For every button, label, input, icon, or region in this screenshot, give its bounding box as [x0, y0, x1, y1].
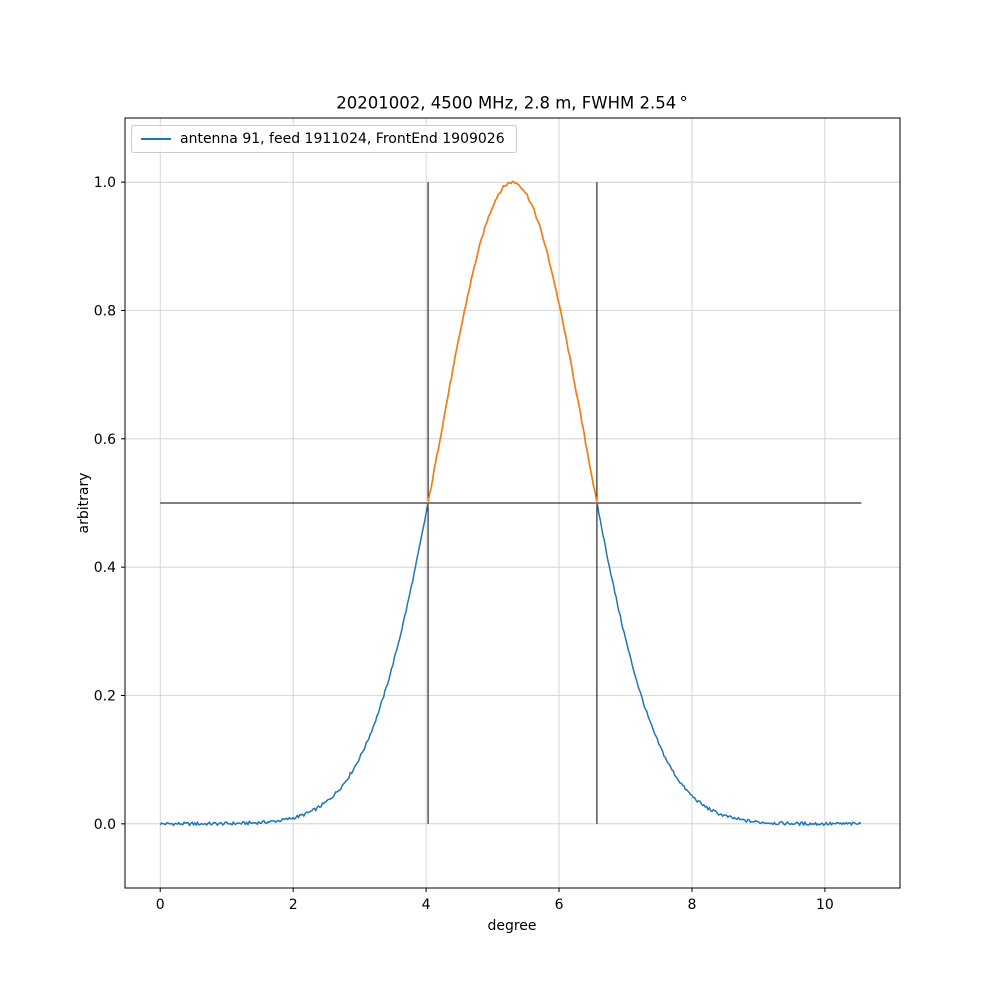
x-tick-label: 0	[156, 897, 165, 913]
x-axis-label: degree	[487, 918, 537, 934]
y-tick-label: 0.8	[94, 304, 116, 320]
x-tick-label: 10	[816, 897, 834, 913]
x-tick-label: 8	[687, 897, 696, 913]
legend-line-swatch	[141, 138, 171, 140]
y-tick-label: 0.0	[94, 817, 116, 833]
y-axis-label: arbitrary	[76, 472, 92, 534]
y-tick-label: 0.4	[94, 560, 116, 576]
x-tick-label: 4	[422, 897, 431, 913]
axes-spines	[124, 117, 901, 889]
y-tick-label: 0.2	[94, 689, 116, 705]
legend-label: antenna 91, feed 1911024, FrontEnd 19090…	[180, 131, 505, 147]
beam-curve-above-half-power	[427, 180, 598, 504]
chart-title: 20201002, 4500 MHz, 2.8 m, FWHM 2.54 °	[336, 93, 688, 113]
x-tick-label: 2	[289, 897, 298, 913]
y-tick-label: 1.0	[94, 175, 116, 191]
legend: antenna 91, feed 1911024, FrontEnd 19090…	[131, 125, 517, 153]
x-tick-label: 6	[555, 897, 564, 913]
y-tick-label: 0.6	[94, 432, 116, 448]
